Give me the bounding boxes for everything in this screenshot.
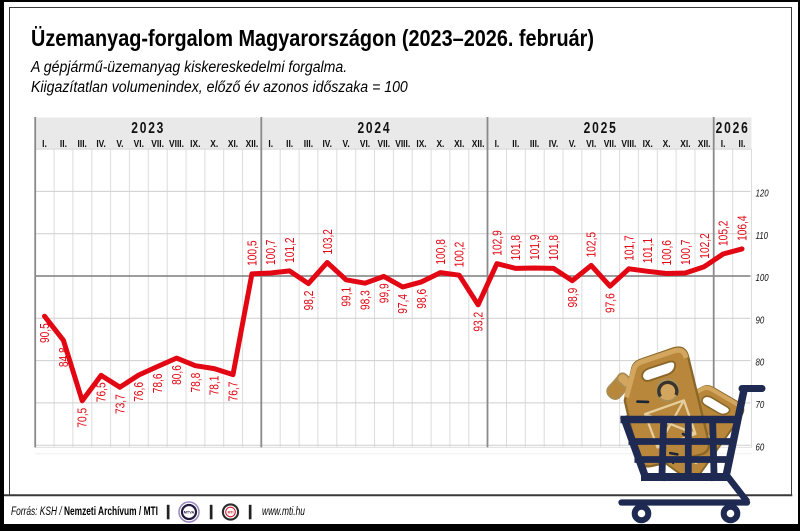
svg-text:102,5: 102,5 bbox=[586, 232, 599, 257]
svg-text:99,9: 99,9 bbox=[378, 283, 391, 303]
svg-text:VI.: VI. bbox=[360, 138, 370, 150]
svg-text:84,8: 84,8 bbox=[58, 347, 71, 367]
svg-text:78,1: 78,1 bbox=[209, 376, 222, 396]
svg-text:VI.: VI. bbox=[134, 138, 144, 150]
svg-text:2026: 2026 bbox=[716, 118, 750, 136]
svg-text:120: 120 bbox=[756, 187, 770, 198]
svg-text:II.: II. bbox=[739, 138, 746, 150]
svg-text:101,8: 101,8 bbox=[510, 235, 523, 260]
svg-text:VIII.: VIII. bbox=[621, 138, 636, 150]
svg-text:98,2: 98,2 bbox=[303, 291, 316, 311]
svg-text:IV.: IV. bbox=[96, 138, 105, 150]
svg-text:XI.: XI. bbox=[228, 138, 238, 150]
svg-text:V.: V. bbox=[569, 138, 576, 150]
svg-text:IV.: IV. bbox=[549, 138, 558, 150]
svg-text:2023: 2023 bbox=[131, 118, 165, 136]
svg-text:I.: I. bbox=[42, 138, 47, 150]
svg-text:78,8: 78,8 bbox=[190, 373, 203, 393]
svg-text:60: 60 bbox=[756, 441, 765, 452]
svg-text:90,5: 90,5 bbox=[39, 323, 52, 343]
svg-text:MTVA: MTVA bbox=[184, 510, 195, 514]
svg-text:IX.: IX. bbox=[416, 138, 426, 150]
svg-text:VI.: VI. bbox=[586, 138, 596, 150]
svg-text:93,2: 93,2 bbox=[473, 312, 486, 332]
svg-text:101,7: 101,7 bbox=[624, 235, 637, 260]
svg-text:78,6: 78,6 bbox=[152, 374, 165, 394]
svg-text:III.: III. bbox=[304, 138, 313, 150]
svg-text:II.: II. bbox=[286, 138, 293, 150]
svg-text:VII.: VII. bbox=[151, 138, 164, 150]
svg-text:101,9: 101,9 bbox=[529, 235, 542, 260]
svg-text:70: 70 bbox=[756, 399, 765, 410]
svg-text:VII.: VII. bbox=[604, 138, 617, 150]
svg-text:V.: V. bbox=[343, 138, 350, 150]
svg-text:106,4: 106,4 bbox=[737, 215, 750, 240]
svg-text:VIII.: VIII. bbox=[395, 138, 410, 150]
svg-text:2024: 2024 bbox=[357, 118, 391, 136]
svg-text:110: 110 bbox=[756, 230, 769, 241]
svg-text:100,5: 100,5 bbox=[247, 240, 260, 265]
svg-text:III.: III. bbox=[530, 138, 539, 150]
svg-text:II.: II. bbox=[512, 138, 519, 150]
svg-text:XI.: XI. bbox=[454, 138, 464, 150]
svg-text:XII.: XII. bbox=[246, 138, 259, 150]
svg-text:80,6: 80,6 bbox=[171, 365, 184, 385]
svg-text:100: 100 bbox=[756, 272, 770, 283]
svg-text:76,6: 76,6 bbox=[133, 382, 146, 402]
svg-text:103,2: 103,2 bbox=[322, 229, 335, 254]
svg-text:90: 90 bbox=[756, 314, 765, 325]
svg-text:98,6: 98,6 bbox=[416, 289, 429, 309]
svg-text:V.: V. bbox=[116, 138, 123, 150]
svg-text:I.: I. bbox=[268, 138, 273, 150]
svg-text:XII.: XII. bbox=[472, 138, 485, 150]
svg-text:IX.: IX. bbox=[643, 138, 653, 150]
svg-text:XI.: XI. bbox=[680, 138, 690, 150]
svg-text:I.: I. bbox=[495, 138, 500, 150]
svg-text:105,2: 105,2 bbox=[718, 221, 731, 246]
svg-text:X.: X. bbox=[663, 138, 671, 150]
svg-text:XII.: XII. bbox=[698, 138, 711, 150]
svg-text:70,5: 70,5 bbox=[77, 408, 90, 428]
svg-text:VII.: VII. bbox=[377, 138, 390, 150]
svg-text:98,3: 98,3 bbox=[360, 290, 373, 310]
svg-text:IX.: IX. bbox=[190, 138, 200, 150]
svg-text:X.: X. bbox=[210, 138, 218, 150]
svg-text:101,8: 101,8 bbox=[548, 235, 561, 260]
svg-text:101,1: 101,1 bbox=[642, 238, 655, 263]
svg-text:99,1: 99,1 bbox=[341, 287, 354, 307]
svg-text:98,9: 98,9 bbox=[567, 288, 580, 308]
svg-text:VIII.: VIII. bbox=[169, 138, 184, 150]
svg-text:73,7: 73,7 bbox=[115, 394, 128, 414]
svg-text:101,2: 101,2 bbox=[284, 237, 297, 262]
svg-text:76,5: 76,5 bbox=[96, 382, 109, 402]
svg-text:80: 80 bbox=[756, 357, 765, 368]
svg-text:100,2: 100,2 bbox=[454, 242, 467, 267]
svg-text:II.: II. bbox=[60, 138, 67, 150]
svg-text:100,7: 100,7 bbox=[680, 240, 693, 265]
svg-text:III.: III. bbox=[78, 138, 87, 150]
svg-text:MTI: MTI bbox=[228, 510, 234, 514]
svg-text:102,2: 102,2 bbox=[699, 233, 712, 258]
svg-text:X.: X. bbox=[436, 138, 444, 150]
svg-text:97,6: 97,6 bbox=[605, 293, 618, 313]
svg-text:97,4: 97,4 bbox=[397, 294, 410, 314]
svg-text:100,7: 100,7 bbox=[265, 240, 278, 265]
svg-text:76,7: 76,7 bbox=[228, 382, 241, 402]
svg-text:2025: 2025 bbox=[584, 118, 618, 136]
svg-text:I.: I. bbox=[721, 138, 726, 150]
svg-text:IV.: IV. bbox=[322, 138, 331, 150]
svg-text:100,8: 100,8 bbox=[435, 239, 448, 264]
svg-text:102,9: 102,9 bbox=[492, 230, 505, 255]
svg-text:100,6: 100,6 bbox=[661, 240, 674, 265]
